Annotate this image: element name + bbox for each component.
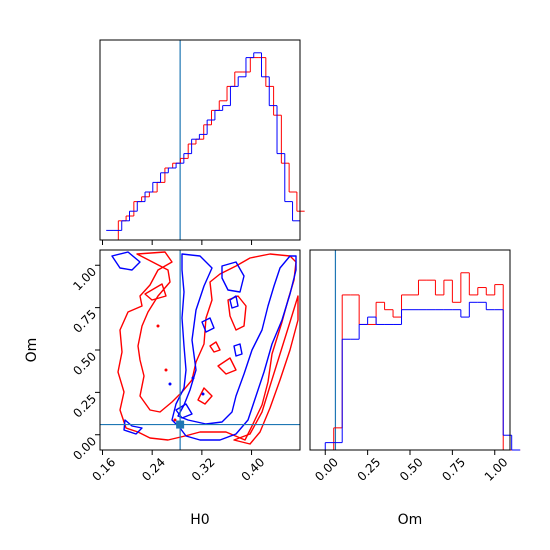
blue-contour xyxy=(201,317,215,333)
contour-x-tick-label: 0.24 xyxy=(139,455,168,484)
truth-marker xyxy=(176,420,185,429)
om-hist-ticks: 0.00 0.25 0.50 0.75 1.00 xyxy=(312,450,511,484)
om-hist-blue-series xyxy=(316,301,521,451)
contour-truth-lines xyxy=(100,250,300,450)
h0-om-contour-panel: 0.16 0.24 0.32 0.400.000.250.500.751.00 H0 … xyxy=(24,249,301,528)
contour-y-tick-label: 0.00 xyxy=(70,434,99,463)
om-histogram-panel: 0.00 0.25 0.50 0.75 1.00 Om xyxy=(309,249,521,528)
blue-contour xyxy=(221,261,245,293)
om-hist-xlabel: Om xyxy=(398,512,423,528)
blue-contour xyxy=(171,253,297,441)
h0-hist-blue-series xyxy=(106,52,301,231)
contour-x-tick-label: 0.32 xyxy=(189,455,218,484)
red-contour xyxy=(227,295,247,331)
red-contour xyxy=(233,295,299,445)
contour-ylabel: Om xyxy=(24,338,40,363)
contour-x-tick-label: 0.16 xyxy=(90,455,119,484)
blue-point xyxy=(191,376,195,380)
blue-contour xyxy=(229,295,239,309)
blue-point xyxy=(168,382,172,386)
red-point xyxy=(173,418,177,422)
om-hist-x-tick-label: 0.50 xyxy=(397,455,426,484)
contour-y-tick-label: 0.50 xyxy=(70,349,99,378)
h0-hist-frame xyxy=(99,39,301,241)
om-hist-x-tick-label: 0.25 xyxy=(355,455,384,484)
h0-histogram-panel xyxy=(99,39,305,245)
red-contour xyxy=(197,387,213,405)
blue-contour xyxy=(111,251,141,271)
om-hist-x-tick-label: 0.75 xyxy=(439,455,468,484)
contour-y-tick-label: 1.00 xyxy=(70,265,99,294)
blue-point xyxy=(201,392,205,396)
red-contour xyxy=(209,341,221,353)
red-point xyxy=(156,324,160,328)
contour-xlabel: H0 xyxy=(190,512,209,528)
red-point xyxy=(164,368,168,372)
h0-hist-red-series xyxy=(110,57,305,241)
h0-hist-ticks xyxy=(101,240,253,245)
om-hist-x-tick-label: 0.00 xyxy=(312,455,341,484)
contour-frame xyxy=(99,249,301,451)
contour-y-tick-label: 0.75 xyxy=(70,307,99,336)
contour-x-tick-label: 0.40 xyxy=(239,455,268,484)
red-contour xyxy=(144,283,167,301)
contour-blue-series xyxy=(111,251,297,441)
om-hist-frame xyxy=(309,249,511,451)
blue-contour xyxy=(233,343,243,357)
red-contour xyxy=(217,357,237,375)
om-hist-x-tick-label: 1.00 xyxy=(482,455,511,484)
contour-y-tick-label: 0.25 xyxy=(70,392,99,421)
om-hist-red-series xyxy=(316,272,521,451)
